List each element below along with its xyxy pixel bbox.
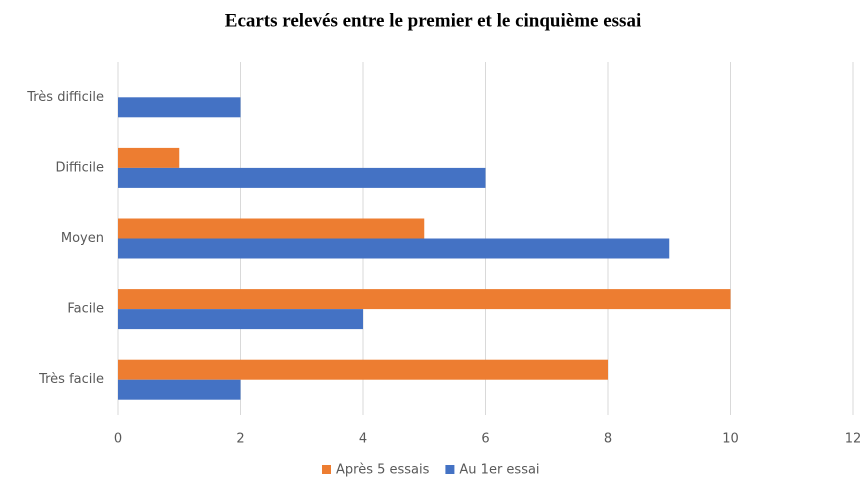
bar <box>118 167 486 188</box>
y-tick-label: Moyen <box>61 231 104 246</box>
bar <box>118 309 363 330</box>
bar <box>118 238 670 259</box>
bar <box>118 97 241 118</box>
chart-title: Ecarts relevés entre le premier et le ci… <box>225 10 641 31</box>
x-tick-label: 10 <box>722 432 739 447</box>
bar <box>118 147 180 168</box>
bar <box>118 289 731 310</box>
x-tick-label: 6 <box>481 432 489 447</box>
bar <box>118 218 425 239</box>
y-tick-label: Très difficile <box>26 90 104 105</box>
legend-swatch <box>445 465 455 474</box>
x-tick-label: 0 <box>114 432 122 447</box>
y-tick-label: Très facile <box>38 372 104 387</box>
x-tick-label: 12 <box>845 432 862 447</box>
x-tick-label: 4 <box>359 432 367 447</box>
legend-label: Après 5 essais <box>336 463 430 478</box>
bar <box>118 359 608 380</box>
x-tick-label: 8 <box>604 432 612 447</box>
y-tick-label: Facile <box>67 302 104 317</box>
legend-label: Au 1er essai <box>459 463 539 478</box>
legend-swatch <box>322 465 331 474</box>
x-tick-label: 2 <box>236 432 244 447</box>
bar <box>118 379 241 400</box>
y-tick-label: Difficile <box>55 160 104 175</box>
